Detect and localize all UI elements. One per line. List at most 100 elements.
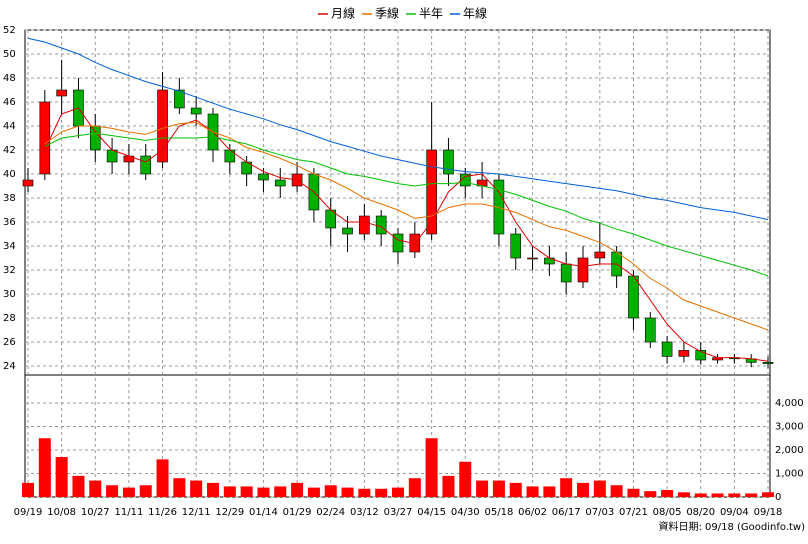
candle-body	[560, 263, 572, 283]
volume-bar	[560, 478, 573, 497]
x-tick-label: 10/08	[47, 507, 76, 518]
x-tick-label: 12/11	[182, 507, 211, 518]
x-tick-label: 01/14	[249, 507, 278, 518]
x-tick-label: 06/02	[518, 507, 547, 518]
volume-bar	[728, 493, 741, 497]
candle-body	[22, 179, 34, 187]
volume-bar	[442, 475, 455, 497]
volume-bar	[55, 457, 68, 497]
volume-bar	[425, 438, 438, 497]
candle-body	[157, 89, 168, 163]
x-tick-label: 11/11	[114, 507, 143, 518]
volume-bar	[711, 493, 724, 497]
y-tick-label: 40	[3, 169, 16, 180]
y-tick-label: 38	[3, 193, 16, 204]
candle-body	[224, 149, 236, 163]
y-tick-label: 42	[3, 145, 16, 156]
x-tick-label: 04/15	[417, 507, 446, 518]
x-tick-label: 08/20	[686, 507, 715, 518]
volume-bar	[644, 491, 657, 497]
candle-body	[89, 125, 101, 151]
volume-bar	[341, 487, 354, 497]
volume-bar	[677, 492, 690, 497]
volume-bar	[358, 488, 371, 497]
volume-bar	[257, 487, 270, 497]
ma-line	[44, 132, 769, 277]
volume-bar	[375, 488, 388, 497]
x-tick-label: 09/19	[14, 507, 43, 518]
volume-bar	[661, 489, 674, 497]
candle-body	[39, 101, 51, 175]
candle-body	[594, 251, 606, 259]
volume-bar	[139, 485, 152, 497]
volume-bar	[593, 480, 606, 497]
candle-body	[527, 257, 538, 260]
candle-body	[174, 89, 185, 109]
x-tick-label: 10/27	[81, 507, 110, 518]
y2-tick-label: 0	[775, 492, 781, 503]
x-tick-label: 03/27	[384, 507, 413, 518]
candle-body	[342, 227, 353, 235]
y-tick-label: 34	[3, 241, 16, 252]
candle-body	[762, 362, 774, 364]
legend-label: 季線	[375, 6, 399, 21]
ma-line	[27, 37, 769, 221]
candle-body	[106, 149, 118, 163]
volume-bar	[173, 478, 186, 497]
candle-body	[140, 155, 152, 175]
volume-bar	[106, 485, 119, 497]
volume-bar	[207, 482, 219, 497]
ma-line	[44, 107, 769, 362]
volume-bar	[156, 459, 169, 497]
candle-body	[695, 350, 707, 361]
y-tick-label: 28	[3, 313, 16, 324]
x-tick-label: 11/26	[148, 507, 177, 518]
y-tick-label: 36	[3, 217, 16, 228]
x-tick-label: 01/29	[283, 507, 312, 518]
volume-bar	[89, 480, 102, 497]
volume-bar	[190, 480, 203, 497]
y2-tick-label: 4,000	[775, 398, 804, 409]
volume-bar	[274, 486, 287, 497]
volume-bar	[122, 487, 135, 497]
volume-bar	[22, 482, 34, 497]
y-tick-label: 50	[3, 49, 16, 60]
volume-bar	[509, 482, 522, 497]
volume-bar	[324, 485, 337, 497]
x-tick-label: 03/12	[350, 507, 379, 518]
y-tick-label: 48	[3, 73, 16, 84]
x-tick-label: 09/04	[720, 507, 749, 518]
volume-bar	[526, 486, 539, 497]
candle-body	[56, 89, 67, 97]
y2-tick-label: 3,000	[775, 421, 804, 432]
x-tick-label: 07/03	[585, 507, 614, 518]
legend-label: 年線	[463, 6, 487, 21]
candle-body	[443, 149, 454, 175]
source: 資料日期: 09/18 (Goodinfo.tw)	[658, 520, 805, 533]
x-tick-label: 07/21	[619, 507, 648, 518]
legend-label: 月線	[331, 6, 355, 21]
candle-body	[644, 317, 656, 343]
volume-bar	[762, 492, 774, 497]
volume-bar	[392, 487, 404, 497]
volume-bar	[408, 478, 421, 497]
candle-body	[426, 149, 437, 235]
legend-label: 半年	[419, 7, 443, 21]
y2-tick-label: 1,000	[775, 468, 804, 479]
candle-body	[459, 173, 471, 187]
x-tick-label: 02/24	[316, 507, 345, 518]
y-tick-label: 30	[3, 289, 16, 300]
y-tick-label: 46	[3, 97, 16, 108]
y-tick-label: 26	[3, 337, 16, 348]
volume-bar	[694, 493, 707, 497]
volume-bar	[291, 482, 304, 497]
volume-bar	[745, 493, 758, 497]
volume-bar	[577, 482, 589, 497]
y-tick-label: 52	[3, 25, 16, 36]
volume-bar	[476, 480, 489, 497]
x-tick-label: 05/18	[484, 507, 513, 518]
x-tick-label: 06/17	[552, 507, 581, 518]
volume-bar	[72, 475, 85, 497]
candle-body	[359, 215, 370, 235]
